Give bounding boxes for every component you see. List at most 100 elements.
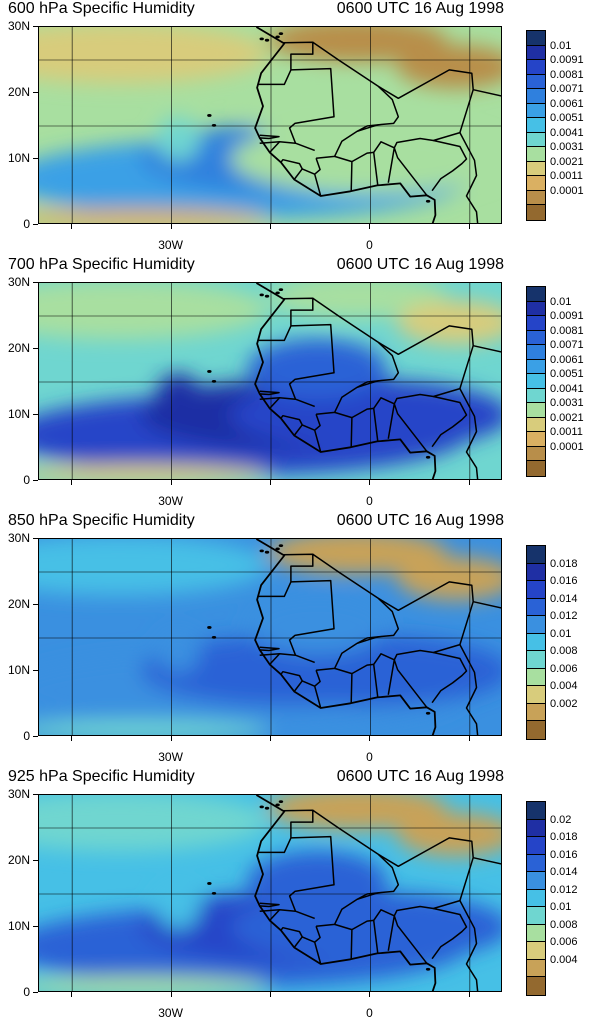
colorbar-box — [527, 301, 545, 316]
island — [207, 114, 212, 117]
colorbar-label: 0.006 — [550, 662, 578, 675]
colorbar-box — [527, 819, 545, 837]
colorbar-label: 0.0051 — [550, 368, 584, 380]
country-border — [293, 680, 315, 692]
latitude-tick — [33, 26, 38, 27]
country-border — [259, 646, 280, 652]
country-border — [259, 390, 280, 396]
panel-title: 925 hPa Specific Humidity — [8, 768, 195, 785]
island — [207, 626, 212, 629]
country-border — [259, 141, 280, 144]
latitude-tick — [33, 538, 38, 539]
island — [264, 294, 270, 298]
colorbar-box — [527, 581, 545, 599]
longitude-tick — [270, 224, 271, 229]
longitude-tick — [170, 736, 172, 741]
colorbar-box — [527, 330, 545, 345]
country-border — [393, 659, 428, 708]
latitude-label: 30N — [7, 531, 30, 545]
island — [207, 882, 212, 885]
country-border — [393, 147, 428, 196]
latitude-tick — [33, 926, 38, 927]
island — [259, 549, 264, 553]
country-border — [312, 553, 400, 672]
colorbar-label: 0.0021 — [550, 155, 584, 168]
latitude-label: 0 — [23, 473, 30, 487]
island — [278, 32, 284, 35]
colorbar-box — [527, 802, 545, 820]
longitude-tick — [170, 224, 172, 229]
country-border — [259, 134, 280, 140]
panel-title: 600 hPa Specific Humidity — [8, 0, 195, 17]
longitude-label: 30W — [158, 238, 183, 252]
colorbar-box — [527, 417, 545, 432]
map-plot — [38, 282, 502, 480]
country-border — [431, 395, 468, 448]
country-border — [259, 902, 280, 908]
colorbar-label: 0.016 — [550, 848, 578, 861]
latitude-tick — [33, 414, 38, 415]
longitude-label: 0 — [366, 238, 373, 252]
colorbar-box — [527, 205, 545, 220]
colorbar-box — [527, 345, 545, 360]
island — [211, 891, 217, 895]
country-border — [393, 915, 428, 964]
country-border — [473, 856, 501, 865]
country-border — [373, 141, 396, 183]
colorbar-box — [527, 403, 545, 418]
country-border — [288, 579, 335, 664]
colorbar-label: 0.01 — [550, 901, 572, 913]
colorbar-box — [527, 907, 545, 925]
longitude-tick — [468, 480, 470, 485]
colorbar-box — [527, 668, 545, 686]
latitude-label: 30N — [7, 787, 30, 801]
country-border — [459, 388, 479, 479]
colorbar-label: 0.0001 — [550, 184, 584, 197]
longitude-tick — [270, 736, 271, 741]
colorbar-box — [527, 446, 545, 461]
humidity-field — [39, 539, 501, 735]
longitude-label: 0 — [366, 494, 373, 508]
colorbar-label: 0.0061 — [550, 353, 584, 366]
country-border — [280, 926, 303, 938]
country-border — [313, 414, 322, 453]
colorbar-box — [527, 60, 545, 75]
latitude-label: 20N — [7, 85, 30, 99]
longitude-label: 0 — [366, 1006, 373, 1020]
colorbar-label: 0.018 — [550, 557, 578, 570]
country-border — [459, 900, 479, 991]
country-border — [313, 670, 322, 709]
colorbar-box — [527, 721, 545, 739]
colorbar-label: 0.0051 — [550, 112, 584, 124]
longitude-tick — [270, 992, 271, 997]
latitude-tick — [33, 992, 38, 993]
panel-title: 850 hPa Specific Humidity — [8, 512, 195, 529]
country-border — [351, 663, 379, 697]
country-border — [473, 600, 501, 609]
colorbar-label: 0.0071 — [550, 83, 584, 95]
latitude-tick — [33, 794, 38, 795]
island — [211, 123, 217, 127]
colorbar-box — [527, 563, 545, 581]
country-border — [373, 397, 396, 439]
humidity-panel: 600 hPa Specific Humidity 0600 UTC 16 Aug… — [0, 0, 600, 255]
colorbar — [526, 545, 546, 740]
colorbar-box — [527, 703, 545, 721]
island — [275, 547, 280, 551]
colorbar-box — [527, 287, 545, 302]
latitude-label: 20N — [7, 853, 30, 867]
latitude-tick — [33, 480, 38, 481]
panel-timestamp: 0600 UTC 16 Aug 1998 — [336, 0, 504, 17]
longitude-tick — [369, 736, 371, 741]
colorbar-box — [527, 889, 545, 907]
country-border — [269, 909, 296, 921]
country-border — [431, 651, 468, 704]
latitude-label: 0 — [23, 985, 30, 999]
longitude-tick — [369, 992, 371, 997]
colorbar-label: 0.018 — [550, 831, 578, 843]
island — [211, 635, 217, 639]
longitude-tick — [369, 480, 371, 485]
latitude-label: 20N — [7, 341, 30, 355]
colorbar-box — [527, 432, 545, 447]
island — [275, 803, 280, 807]
